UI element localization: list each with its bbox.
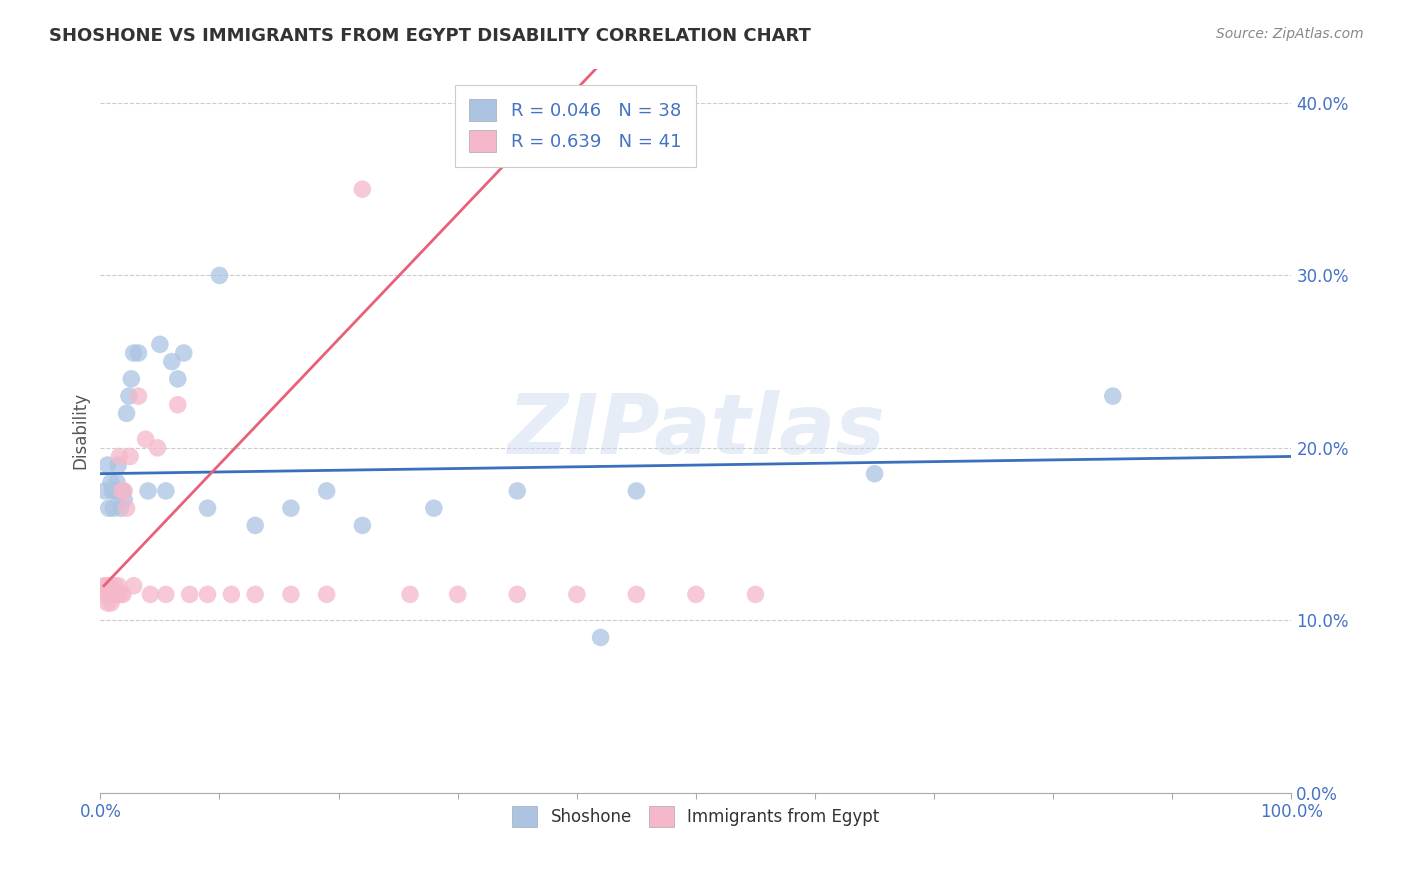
Point	[127, 389, 149, 403]
Point	[744, 587, 766, 601]
Point	[104, 579, 127, 593]
Point	[221, 587, 243, 601]
Point	[111, 587, 134, 601]
Point	[399, 587, 422, 601]
Point	[96, 596, 118, 610]
Point	[197, 587, 219, 601]
Point	[104, 483, 127, 498]
Point	[112, 483, 135, 498]
Point	[115, 406, 138, 420]
Point	[94, 587, 117, 601]
Point	[103, 587, 125, 601]
Point	[108, 483, 131, 498]
Point	[135, 432, 157, 446]
Point	[111, 483, 134, 498]
Point	[863, 467, 886, 481]
Point	[100, 475, 122, 490]
Point	[197, 501, 219, 516]
Point	[122, 346, 145, 360]
Point	[118, 389, 141, 403]
Point	[107, 579, 129, 593]
Point	[94, 483, 117, 498]
Point	[149, 337, 172, 351]
Point	[115, 501, 138, 516]
Point	[120, 372, 142, 386]
Point	[139, 587, 162, 601]
Point	[685, 587, 707, 601]
Point	[166, 398, 188, 412]
Point	[105, 475, 128, 490]
Point	[111, 483, 134, 498]
Point	[93, 579, 115, 593]
Point	[626, 483, 648, 498]
Point	[97, 501, 120, 516]
Point	[626, 587, 648, 601]
Point	[108, 450, 131, 464]
Point	[103, 501, 125, 516]
Point	[1101, 389, 1123, 403]
Point	[107, 458, 129, 472]
Point	[100, 596, 122, 610]
Point	[122, 579, 145, 593]
Point	[120, 450, 142, 464]
Point	[423, 501, 446, 516]
Point	[208, 268, 231, 283]
Point	[447, 587, 470, 601]
Point	[280, 501, 302, 516]
Point	[245, 518, 267, 533]
Point	[506, 483, 529, 498]
Point	[352, 518, 374, 533]
Point	[565, 587, 588, 601]
Point	[104, 483, 127, 498]
Point	[155, 587, 177, 601]
Point	[111, 483, 134, 498]
Point	[315, 587, 337, 601]
Point	[136, 483, 159, 498]
Point	[352, 182, 374, 196]
Point	[280, 587, 302, 601]
Point	[155, 483, 177, 498]
Point	[160, 354, 183, 368]
Point	[110, 501, 132, 516]
Point	[96, 579, 118, 593]
Text: Source: ZipAtlas.com: Source: ZipAtlas.com	[1216, 27, 1364, 41]
Point	[101, 483, 124, 498]
Point	[105, 587, 128, 601]
Point	[98, 579, 121, 593]
Point	[589, 631, 612, 645]
Point	[101, 587, 124, 601]
Point	[173, 346, 195, 360]
Point	[96, 458, 118, 472]
Point	[110, 587, 132, 601]
Text: ZIPatlas: ZIPatlas	[508, 390, 884, 471]
Text: SHOSHONE VS IMMIGRANTS FROM EGYPT DISABILITY CORRELATION CHART: SHOSHONE VS IMMIGRANTS FROM EGYPT DISABI…	[49, 27, 811, 45]
Point	[245, 587, 267, 601]
Point	[104, 587, 127, 601]
Point	[146, 441, 169, 455]
Legend: Shoshone, Immigrants from Egypt: Shoshone, Immigrants from Egypt	[505, 798, 887, 835]
Point	[506, 587, 529, 601]
Point	[97, 587, 120, 601]
Y-axis label: Disability: Disability	[72, 392, 89, 469]
Point	[315, 483, 337, 498]
Point	[127, 346, 149, 360]
Point	[112, 492, 135, 507]
Point	[166, 372, 188, 386]
Point	[179, 587, 201, 601]
